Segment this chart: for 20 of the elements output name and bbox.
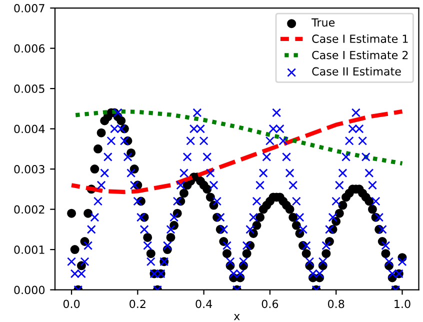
y-tick-label: 0.000 (14, 286, 45, 294)
y-tick-label: 0.005 (14, 84, 44, 93)
y-tick-label: 0.003 (14, 165, 44, 174)
legend-label: Case I Estimate 1 (312, 34, 408, 43)
x-tick-label: 0.4 (196, 300, 212, 308)
legend-label: Case I Estimate 2 (312, 50, 408, 60)
y-tick-label: 0.002 (14, 205, 44, 214)
x-tick-label: 0.6 (262, 300, 278, 308)
x-tick-label: 0.8 (328, 300, 344, 308)
legend-label: True (312, 18, 335, 27)
y-tick-label: 0.001 (14, 246, 44, 254)
legend-label: Case II Estimate (312, 66, 401, 76)
y-tick-label: 0.006 (14, 44, 45, 53)
x-tick-label: 0.0 (63, 300, 80, 308)
x-axis-title: x (234, 314, 240, 320)
y-tick-label: 0.004 (14, 124, 45, 134)
x-tick-label: 1.0 (394, 300, 410, 308)
line-series (69, 109, 404, 194)
y-tick-label: 0.007 (14, 4, 44, 12)
x-tick-label: 0.2 (130, 300, 146, 308)
